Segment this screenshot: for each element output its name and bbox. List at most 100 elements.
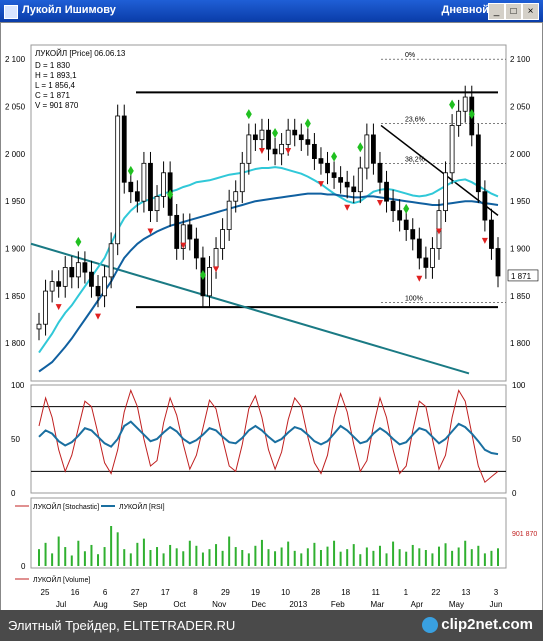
- volume-bar: [90, 544, 93, 566]
- price-tick-right: 2 050: [510, 103, 531, 112]
- volume-bar: [313, 542, 316, 566]
- fractal-up-marker: [167, 189, 174, 200]
- volume-bar: [333, 540, 336, 566]
- price-tick-right: 1 900: [510, 244, 531, 253]
- price-title: ЛУКОЙЛ [Price] 06.06.13: [35, 49, 126, 58]
- volume-bar: [228, 536, 231, 566]
- clip2net-logo: clip2net.com: [422, 616, 533, 634]
- price-candle: [108, 243, 114, 278]
- minimize-button[interactable]: _: [488, 3, 505, 20]
- price-candle: [82, 262, 88, 273]
- price-candle: [213, 248, 219, 268]
- volume-bar: [103, 547, 106, 566]
- price-candle: [115, 115, 121, 245]
- volume-bar: [411, 544, 414, 566]
- volume-bar: [64, 547, 67, 566]
- panel-frame-0: [30, 44, 507, 382]
- volume-tick: 0: [21, 562, 26, 571]
- price-candle: [410, 229, 416, 240]
- price-candle: [397, 210, 403, 221]
- volume-last-label: 901 870: [512, 531, 537, 538]
- clip2net-icon: [422, 617, 439, 634]
- price-candle: [403, 219, 409, 230]
- price-candle: [154, 196, 160, 212]
- price-tick-left: 1 950: [5, 197, 26, 206]
- fractal-up-marker: [75, 236, 82, 247]
- legend-volume: ЛУКОЙЛ [Volume]: [33, 575, 90, 584]
- fib-level-label: 100%: [405, 295, 423, 302]
- volume-bar: [149, 550, 152, 566]
- volume-bar: [116, 532, 119, 566]
- interval-label[interactable]: Дневной: [441, 4, 490, 16]
- price-candle: [449, 125, 455, 174]
- volume-bar: [51, 553, 54, 566]
- volume-bar: [365, 547, 368, 566]
- price-candle: [305, 139, 311, 145]
- volume-bar: [156, 547, 159, 566]
- price-candle: [43, 290, 48, 325]
- volume-bar: [306, 548, 309, 566]
- volume-bar: [77, 540, 80, 566]
- volume-bar: [97, 554, 100, 566]
- volume-bar: [437, 546, 440, 566]
- fractal-up-marker: [403, 203, 410, 214]
- price-candle: [489, 219, 494, 249]
- price-tick-right: 1 950: [510, 197, 531, 206]
- x-month-label: Apr: [411, 600, 424, 609]
- x-day-label: 6: [103, 588, 108, 597]
- price-tick-left: 2 100: [5, 55, 26, 64]
- price-candle: [246, 134, 252, 164]
- price-tick-right: 2 000: [510, 150, 531, 159]
- price-tick-left: 2 050: [5, 103, 26, 112]
- volume-bar: [175, 548, 178, 566]
- app-icon: [4, 5, 18, 19]
- fractal-down-marker: [376, 200, 383, 207]
- fractal-down-marker: [213, 266, 220, 273]
- fractal-up-marker: [199, 269, 206, 280]
- window-title: Лукойл Ишимову: [22, 4, 116, 16]
- volume-bar: [260, 539, 263, 566]
- osc-tick-left: 50: [11, 435, 20, 444]
- ohlc-legend-item: C = 1 871: [35, 91, 70, 100]
- close-button[interactable]: ×: [522, 3, 539, 20]
- osc-tick-right: 100: [512, 381, 526, 390]
- x-month-label: Nov: [212, 600, 226, 609]
- volume-bar: [372, 550, 375, 566]
- volume-bar: [169, 544, 172, 566]
- fib-level-label: 38,2%: [405, 156, 425, 163]
- volume-bar: [352, 544, 355, 566]
- volume-bar: [280, 547, 283, 566]
- price-candle: [456, 110, 462, 126]
- x-month-label: Mar: [370, 600, 384, 609]
- price-candle: [220, 229, 226, 249]
- volume-bar: [464, 540, 467, 566]
- x-month-label: Aug: [93, 600, 107, 609]
- osc-tick-left: 100: [11, 381, 25, 390]
- price-candle: [357, 167, 363, 193]
- price-candle: [62, 267, 68, 287]
- fractal-up-marker: [357, 142, 364, 153]
- x-month-label: May: [449, 600, 464, 609]
- last-price-box: [507, 269, 539, 282]
- volume-bar: [385, 553, 388, 566]
- price-candle: [259, 129, 265, 141]
- fib-level-label: 0%: [405, 52, 415, 59]
- volume-bar: [83, 551, 86, 566]
- maximize-button[interactable]: □: [505, 3, 522, 20]
- price-tick-left: 1 900: [5, 244, 26, 253]
- volume-bar: [457, 547, 460, 566]
- volume-bar: [44, 542, 47, 566]
- x-month-label: Feb: [331, 600, 345, 609]
- price-candle: [272, 148, 278, 155]
- ohlc-legend-item: V = 901 870: [35, 101, 79, 110]
- volume-bar: [201, 552, 204, 566]
- ohlc-legend-item: H = 1 893,1: [35, 71, 77, 80]
- volume-bar: [490, 550, 493, 566]
- volume-bar: [241, 550, 244, 566]
- price-candle: [141, 162, 147, 202]
- footer-bar: Элитный Трейдер, ELITETRADER.RU clip2net…: [0, 610, 543, 641]
- osc-tick-right: 0: [512, 489, 517, 498]
- price-tick-right: 1 850: [510, 292, 531, 301]
- price-candle: [285, 129, 291, 145]
